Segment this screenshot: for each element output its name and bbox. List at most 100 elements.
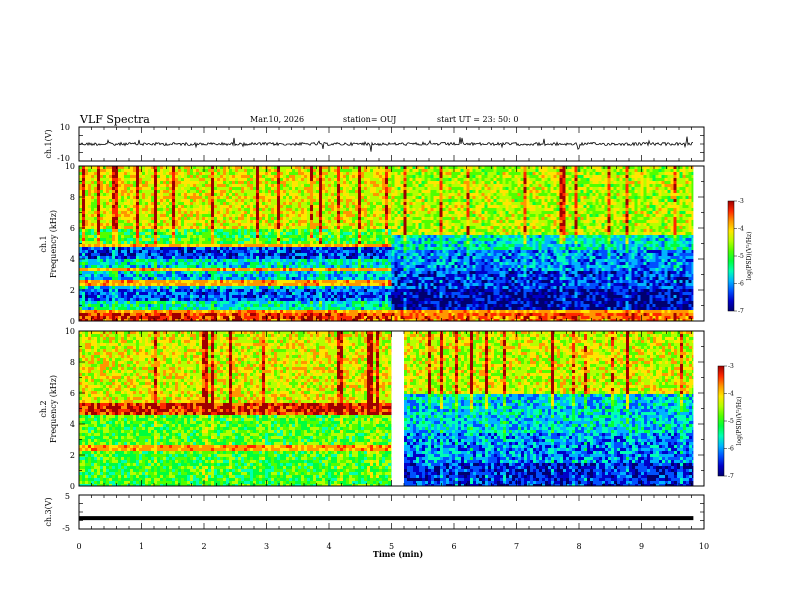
spectrogram-cell: [94, 271, 97, 274]
spectrogram-cell: [346, 316, 349, 319]
spectrogram-cell: [124, 268, 127, 271]
spectrogram-cell: [208, 250, 211, 253]
spectrogram-cell: [337, 250, 340, 253]
spectrogram-cell: [196, 178, 199, 181]
spectrogram-cell: [355, 310, 358, 313]
spectrogram-cell: [127, 274, 130, 277]
spectrogram-cell: [82, 232, 85, 235]
spectrogram-cell: [223, 214, 226, 217]
spectrogram-cell: [124, 316, 127, 319]
spectrogram-cell: [313, 181, 316, 184]
spectrogram-cell: [268, 244, 271, 247]
spectrogram-cell: [124, 235, 127, 238]
spectrogram-cell: [238, 184, 241, 187]
spectrogram-cell: [319, 253, 322, 256]
spectrogram-cell: [208, 217, 211, 220]
spectrogram-cell: [181, 241, 184, 244]
spectrogram-cell: [241, 286, 244, 289]
spectrogram-cell: [313, 253, 316, 256]
spectrogram-cell: [118, 175, 121, 178]
spectrogram-cell: [232, 235, 235, 238]
spectrogram-cell: [247, 268, 250, 271]
spectrogram-cell: [148, 193, 151, 196]
spectrogram-cell: [340, 247, 343, 250]
spectrogram-cell: [340, 226, 343, 229]
spectrogram-cell: [286, 214, 289, 217]
spectrogram-cell: [133, 196, 136, 199]
spectrogram-cell: [307, 223, 310, 226]
spectrogram-cell: [256, 295, 259, 298]
spectrogram-cell: [112, 256, 115, 259]
spectrogram-cell: [103, 199, 106, 202]
spectrogram-cell: [106, 175, 109, 178]
spectrogram-cell: [130, 283, 133, 286]
spectrogram-cell: [151, 319, 154, 321]
spectrogram-cell: [97, 262, 100, 265]
spectrogram-cell: [292, 280, 295, 283]
spectrogram-cell: [280, 310, 283, 313]
spectrogram-cell: [169, 241, 172, 244]
spectrogram-cell: [244, 304, 247, 307]
spectrogram-cell: [232, 211, 235, 214]
spectrogram-cell: [184, 241, 187, 244]
spectrogram-cell: [88, 316, 91, 319]
spectrogram-cell: [355, 208, 358, 211]
spectrogram-cell: [328, 271, 331, 274]
spectrogram-cell: [322, 286, 325, 289]
spectrogram-cell: [106, 199, 109, 202]
spectrogram-cell: [241, 247, 244, 250]
spectrogram-cell: [271, 169, 274, 172]
spectrogram-cell: [280, 250, 283, 253]
spectrogram-cell: [193, 307, 196, 310]
spectrogram-cell: [181, 304, 184, 307]
spectrogram-cell: [157, 310, 160, 313]
spectrogram-cell: [142, 268, 145, 271]
spectrogram-cell: [136, 262, 139, 265]
spectrogram-cell: [127, 235, 130, 238]
spectrogram-cell: [271, 229, 274, 232]
spectrogram-cell: [346, 277, 349, 280]
spectrogram-cell: [151, 310, 154, 313]
spectrogram-cell: [130, 265, 133, 268]
spectrogram-cell: [85, 253, 88, 256]
spectrogram-cell: [139, 286, 142, 289]
spectrogram-cell: [166, 250, 169, 253]
spectrogram-cell: [349, 268, 352, 271]
spectrogram-cell: [175, 205, 178, 208]
spectrogram-cell: [316, 181, 319, 184]
spectrogram-cell: [211, 250, 214, 253]
spectrogram-cell: [148, 190, 151, 193]
spectrogram-cell: [274, 292, 277, 295]
spectrogram-cell: [79, 175, 82, 178]
spectrogram-cell: [277, 220, 280, 223]
spectrogram-cell: [130, 202, 133, 205]
spectrogram-cell: [82, 214, 85, 217]
spectrogram-cell: [265, 277, 268, 280]
spectrogram-cell: [184, 169, 187, 172]
spectrogram-cell: [286, 280, 289, 283]
spectrogram-cell: [172, 241, 175, 244]
spectrogram-cell: [226, 205, 229, 208]
spectrogram-cell: [331, 292, 334, 295]
spectrogram-cell: [178, 175, 181, 178]
spectrogram-cell: [277, 211, 280, 214]
spectrogram-cell: [142, 187, 145, 190]
spectrogram-cell: [214, 229, 217, 232]
spectrogram-cell: [292, 220, 295, 223]
spectrogram-cell: [334, 238, 337, 241]
spectrogram-cell: [187, 298, 190, 301]
spectrogram-cell: [163, 232, 166, 235]
spectrogram-cell: [280, 256, 283, 259]
spectrogram-cell: [124, 271, 127, 274]
spectrogram-cell: [208, 268, 211, 271]
spectrogram-cell: [289, 178, 292, 181]
spectrogram-cell: [220, 181, 223, 184]
spectrogram-cell: [301, 187, 304, 190]
spectrogram-cell: [229, 289, 232, 292]
spectrogram-cell: [139, 271, 142, 274]
spectrogram-cell: [103, 196, 106, 199]
spectrogram-cell: [112, 283, 115, 286]
spectrogram-cell: [187, 319, 190, 321]
spectrogram-cell: [316, 226, 319, 229]
spectrogram-cell: [154, 196, 157, 199]
